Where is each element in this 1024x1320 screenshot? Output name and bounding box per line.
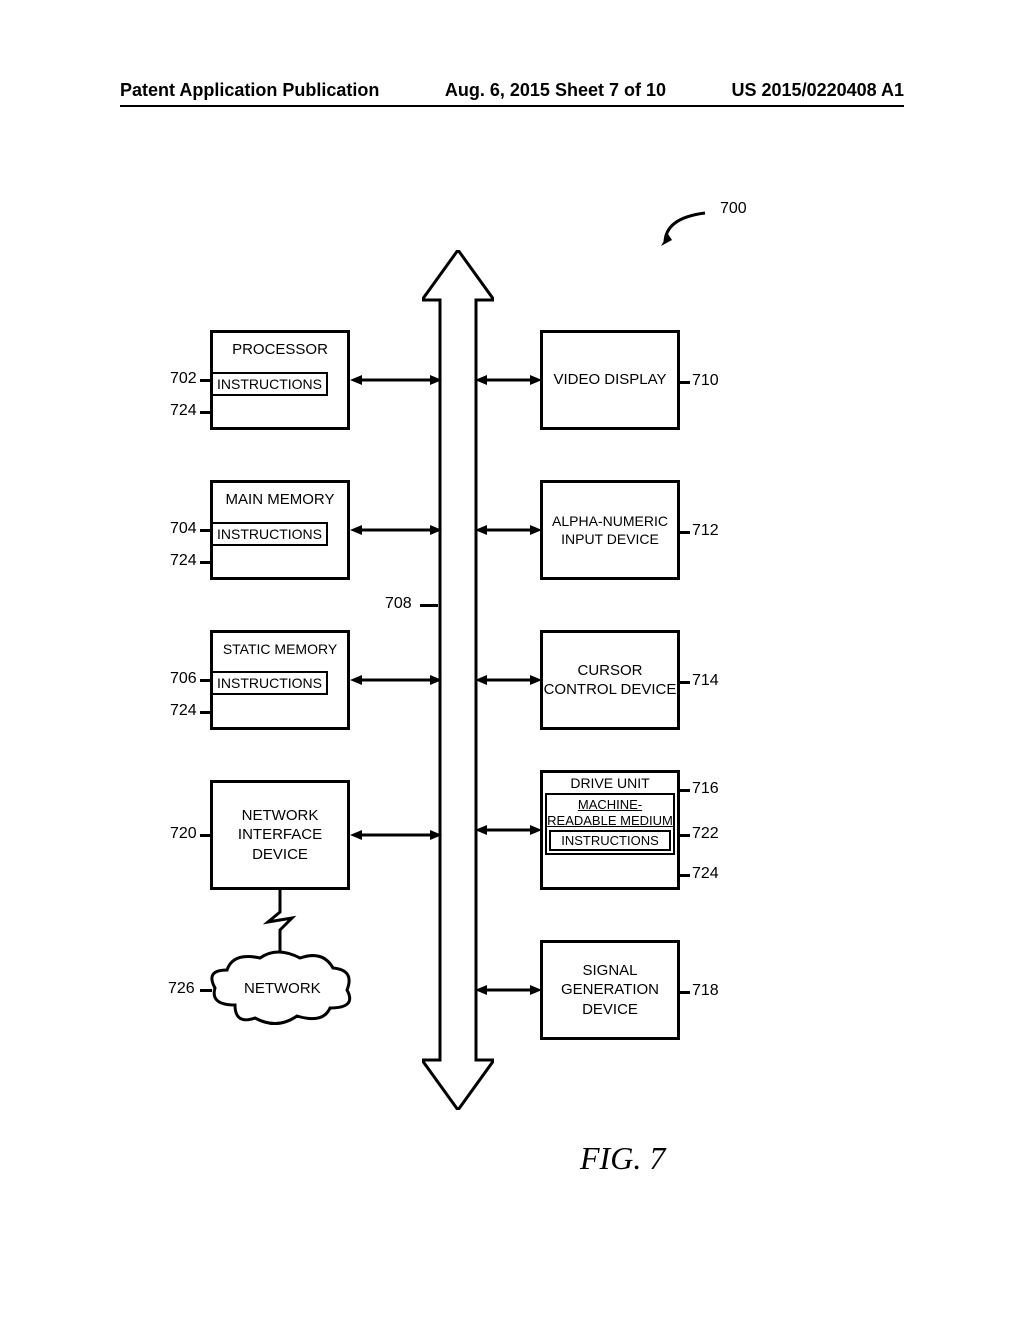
bus-ref-tick: [420, 604, 438, 607]
alpha-numeric-title: ALPHA-NUMERIC INPUT DEVICE: [543, 512, 677, 548]
network-cloud-ref: 726: [168, 980, 195, 998]
video-display-box: VIDEO DISPLAY: [540, 330, 680, 430]
signal-gen-box: SIGNAL GENERATION DEVICE: [540, 940, 680, 1040]
alpha-numeric-connector: [475, 522, 542, 538]
processor-ref: 702: [170, 370, 197, 388]
static-memory-ref-tick: [200, 679, 212, 682]
header-left: Patent Application Publication: [120, 80, 379, 101]
drive-instr-ref-tick: [678, 874, 690, 877]
alpha-numeric-box: ALPHA-NUMERIC INPUT DEVICE: [540, 480, 680, 580]
page-header: Patent Application Publication Aug. 6, 2…: [0, 80, 1024, 101]
static-memory-ref: 706: [170, 670, 197, 688]
alpha-numeric-ref-tick: [678, 531, 690, 534]
processor-instr-ref: 724: [170, 402, 197, 420]
cursor-control-connector: [475, 672, 542, 688]
header-right: US 2015/0220408 A1: [732, 80, 904, 101]
system-ref-hook: [660, 208, 720, 248]
network-interface-ref-tick: [200, 834, 212, 837]
main-memory-ref: 704: [170, 520, 197, 538]
figure-label: FIG. 7: [580, 1140, 665, 1177]
static-memory-title: STATIC MEMORY: [223, 641, 337, 657]
mrm-ref: 722: [692, 825, 719, 843]
static-memory-box: STATIC MEMORY INSTRUCTIONS: [210, 630, 350, 730]
video-display-ref: 710: [692, 372, 719, 390]
machine-readable-medium-title: MACHINE-READABLE MEDIUM: [547, 797, 673, 828]
machine-readable-medium-box: MACHINE-READABLE MEDIUM INSTRUCTIONS: [545, 793, 675, 855]
system-diagram: 700 708 PROCESSOR INSTRUCTIONS 702 724 M…: [0, 180, 1024, 1180]
drive-unit-connector: [475, 822, 542, 838]
processor-title: PROCESSOR: [232, 341, 328, 358]
drive-unit-instructions: INSTRUCTIONS: [549, 830, 671, 851]
static-memory-instr-ref: 724: [170, 702, 197, 720]
processor-box: PROCESSOR INSTRUCTIONS: [210, 330, 350, 430]
network-cloud-ref-tick: [200, 989, 212, 992]
network-interface-box: NETWORK INTERFACE DEVICE: [210, 780, 350, 890]
header-center: Aug. 6, 2015 Sheet 7 of 10: [445, 80, 666, 101]
alpha-numeric-ref: 712: [692, 522, 719, 540]
drive-instr-ref: 724: [692, 865, 719, 883]
video-display-title: VIDEO DISPLAY: [553, 370, 666, 390]
processor-ref-tick: [200, 379, 212, 382]
main-memory-instructions: INSTRUCTIONS: [211, 522, 328, 546]
video-display-ref-tick: [678, 381, 690, 384]
signal-gen-title: SIGNAL GENERATION DEVICE: [543, 961, 677, 1020]
patent-page: Patent Application Publication Aug. 6, 2…: [0, 0, 1024, 1320]
network-interface-title: NETWORK INTERFACE DEVICE: [213, 806, 347, 865]
bus-ref: 708: [385, 595, 412, 613]
main-memory-title: MAIN MEMORY: [226, 491, 335, 508]
main-memory-connector: [350, 522, 442, 538]
drive-unit-ref: 716: [692, 780, 719, 798]
static-memory-connector: [350, 672, 442, 688]
drive-unit-title: DRIVE UNIT: [570, 775, 649, 791]
signal-gen-ref: 718: [692, 982, 719, 1000]
network-zigzag: [260, 890, 300, 955]
network-interface-ref: 720: [170, 825, 197, 843]
static-memory-instructions: INSTRUCTIONS: [211, 671, 328, 695]
network-cloud-label: NETWORK: [244, 980, 321, 997]
main-memory-ref-tick: [200, 529, 212, 532]
video-display-connector: [475, 372, 542, 388]
cursor-control-ref-tick: [678, 681, 690, 684]
main-memory-instr-ref: 724: [170, 552, 197, 570]
main-memory-box: MAIN MEMORY INSTRUCTIONS: [210, 480, 350, 580]
drive-unit-box: DRIVE UNIT MACHINE-READABLE MEDIUM INSTR…: [540, 770, 680, 890]
network-interface-connector: [350, 827, 442, 843]
signal-gen-ref-tick: [678, 991, 690, 994]
processor-connector: [350, 372, 442, 388]
mrm-ref-tick: [678, 834, 690, 837]
drive-unit-ref-tick: [678, 789, 690, 792]
cursor-control-title: CURSOR CONTROL DEVICE: [543, 661, 677, 700]
static-memory-instr-tick: [200, 711, 212, 714]
processor-instr-tick: [200, 411, 212, 414]
cursor-control-box: CURSOR CONTROL DEVICE: [540, 630, 680, 730]
main-memory-instr-tick: [200, 561, 212, 564]
system-ref: 700: [720, 200, 747, 218]
cursor-control-ref: 714: [692, 672, 719, 690]
processor-instructions: INSTRUCTIONS: [211, 372, 328, 396]
header-rule: [120, 105, 904, 107]
signal-gen-connector: [475, 982, 542, 998]
